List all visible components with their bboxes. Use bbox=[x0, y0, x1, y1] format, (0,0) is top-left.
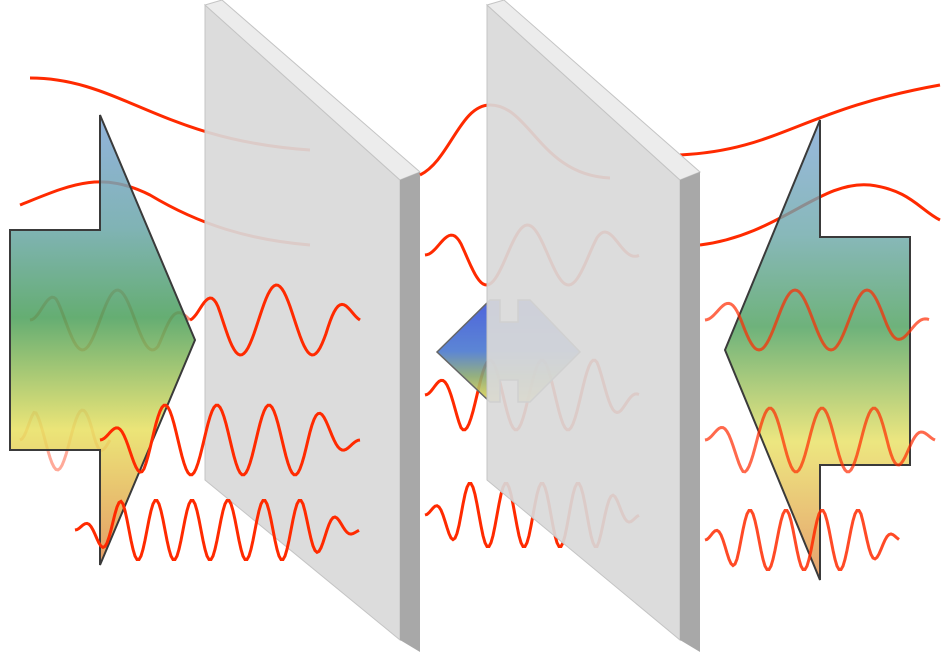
wave-low-frequency-right-1 bbox=[679, 83, 941, 157]
wave-low-frequency-right-2 bbox=[699, 183, 941, 247]
wave-group-front bbox=[74, 283, 361, 561]
left-spectrum-arrow bbox=[9, 114, 197, 566]
wave-very-high-frequency-right bbox=[704, 509, 900, 571]
panel-face bbox=[486, 3, 681, 642]
wave-very-high-frequency-1 bbox=[74, 499, 360, 561]
right-spectrum-arrow bbox=[723, 119, 911, 581]
filter-panel-right bbox=[486, 0, 701, 652]
wave-high-frequency-1 bbox=[99, 403, 361, 477]
wave-mid-frequency-right bbox=[704, 288, 930, 352]
wave-group-right bbox=[704, 288, 936, 571]
panel-side-edge bbox=[680, 172, 700, 652]
wave-mid-frequency-1 bbox=[189, 283, 361, 357]
wave-high-frequency-right bbox=[704, 406, 936, 474]
panel-face bbox=[204, 3, 401, 642]
panel-side-edge bbox=[400, 172, 420, 652]
filter-panel-left bbox=[203, 0, 421, 652]
